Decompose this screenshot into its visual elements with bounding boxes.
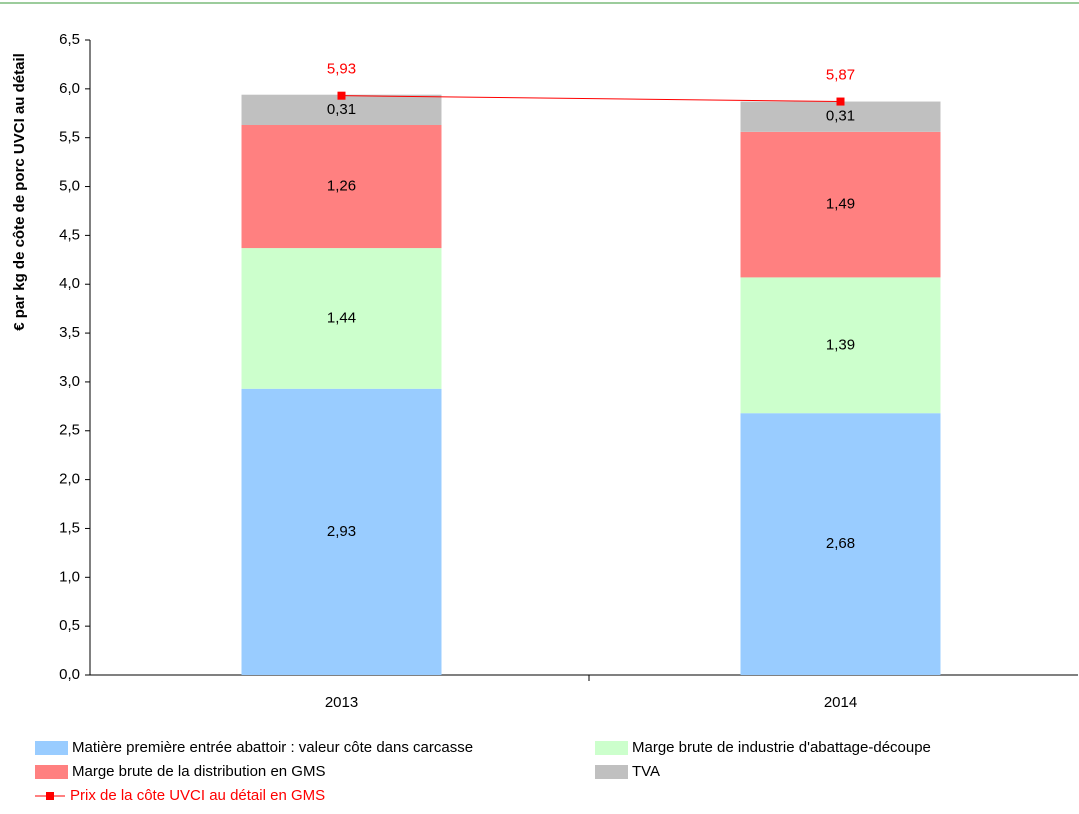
value-label: 2,68 xyxy=(826,535,855,552)
value-label: 1,49 xyxy=(826,196,855,213)
value-label: 1,26 xyxy=(327,178,356,195)
bar-segment xyxy=(241,248,442,389)
y-tick-label: 2,5 xyxy=(59,422,80,439)
value-label: 0,31 xyxy=(826,108,855,125)
legend-swatch xyxy=(595,765,628,779)
legend-label: Prix de la côte UVCI au détail en GMS xyxy=(70,787,325,804)
y-tick-label: 4,5 xyxy=(59,226,80,243)
x-tick-label: 2013 xyxy=(325,694,358,711)
y-tick-label: 0,0 xyxy=(59,666,80,683)
y-tick-label: 4,0 xyxy=(59,275,80,292)
legend-label: Marge brute de la distribution en GMS xyxy=(72,763,325,780)
legend-label: TVA xyxy=(632,763,660,780)
legend-swatch xyxy=(595,741,628,755)
y-tick-label: 5,5 xyxy=(59,129,80,146)
value-label: 1,44 xyxy=(327,309,356,326)
x-tick-label: 2014 xyxy=(824,694,857,711)
legend-swatch xyxy=(35,765,68,779)
legend-label: Matière première entrée abattoir : valeu… xyxy=(72,739,473,756)
value-label: 1,39 xyxy=(826,336,855,353)
y-tick-label: 5,0 xyxy=(59,178,80,195)
y-tick-label: 1,0 xyxy=(59,568,80,585)
legend-marker xyxy=(46,792,54,800)
line xyxy=(341,95,841,103)
y-tick-label: 3,0 xyxy=(59,373,80,390)
bar-segment xyxy=(241,94,442,125)
y-tick-label: 3,5 xyxy=(59,324,80,341)
value-label: 0,31 xyxy=(327,101,356,118)
bar-segment xyxy=(241,124,442,249)
y-tick-label: 2,0 xyxy=(59,471,80,488)
y-tick-label: 1,5 xyxy=(59,519,80,536)
value-label: 2,93 xyxy=(327,523,356,540)
line-value-label: 5,93 xyxy=(327,61,356,78)
line-marker xyxy=(836,97,845,106)
bar-segment xyxy=(740,131,941,278)
bar-segment xyxy=(241,388,442,675)
bar-segment xyxy=(740,277,941,414)
legend-label: Marge brute de industrie d'abattage-déco… xyxy=(632,739,931,756)
y-tick-label: 6,5 xyxy=(59,31,80,48)
y-tick-label: 6,0 xyxy=(59,80,80,97)
line-value-label: 5,87 xyxy=(826,67,855,84)
y-tick-label: 0,5 xyxy=(59,617,80,634)
bar-segment xyxy=(740,101,941,132)
line-marker xyxy=(337,91,346,100)
bar-segment xyxy=(740,413,941,675)
y-axis-title: € par kg de côte de porc UVCI au détail xyxy=(11,53,28,331)
legend-swatch xyxy=(35,741,68,755)
